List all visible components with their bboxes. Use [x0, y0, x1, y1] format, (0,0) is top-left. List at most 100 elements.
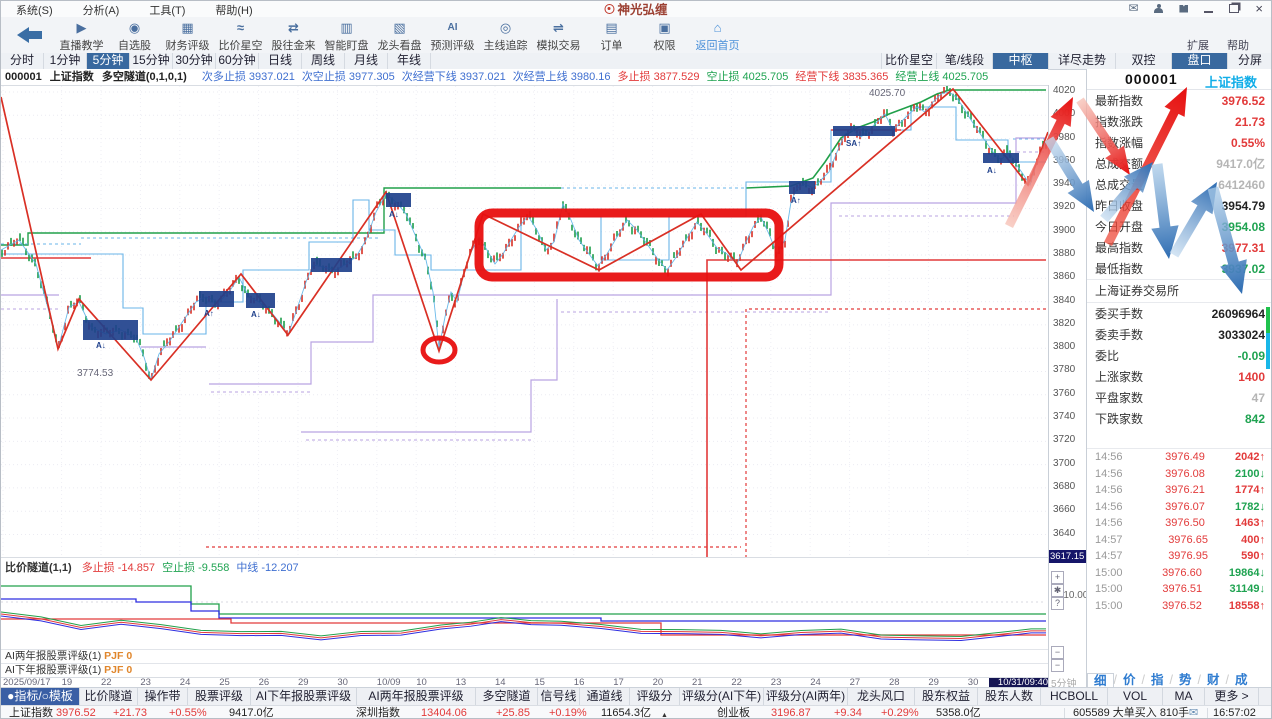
user-icon[interactable]: [1154, 3, 1164, 14]
period-tab-9[interactable]: 年线: [388, 53, 431, 69]
bottom-tab-14[interactable]: 股东人数: [978, 688, 1041, 706]
view-tab-2[interactable]: 中枢: [993, 53, 1049, 69]
menu-item-0[interactable]: 系统(S): [16, 5, 53, 17]
quote-row-2-label: 指数涨幅: [1095, 136, 1144, 150]
toolbar-item-8[interactable]: ◎ 主线追踪: [479, 19, 532, 53]
mini-tab-4[interactable]: 财: [1207, 673, 1220, 687]
tick-volume-2: 1774↑: [1235, 484, 1265, 497]
period-tab-1[interactable]: 1分钟: [44, 53, 87, 69]
bottom-tab-13[interactable]: 股东权益: [915, 688, 978, 706]
view-tab-3[interactable]: 详尽走势: [1049, 53, 1116, 69]
period-tab-0[interactable]: 分时: [1, 53, 44, 69]
mini-tab-separator-3: /: [1197, 673, 1201, 687]
toolbar-item-6[interactable]: ▧ 龙头看盘: [373, 19, 426, 53]
mini-tab-2[interactable]: 指: [1151, 673, 1164, 687]
quote-row-1-label: 指数涨跌: [1095, 115, 1144, 129]
quote-row-5: 昨日收盘 3954.79: [1087, 195, 1271, 216]
close-icon[interactable]: ×: [1255, 1, 1263, 16]
ai-row-1: AI下年报股票评级(1) PJF 0: [1, 663, 1048, 677]
toolbar-item-2[interactable]: ▦ 财务评级: [161, 19, 214, 53]
help-button[interactable]: 帮助: [1227, 40, 1249, 52]
bottom-tab-1[interactable]: 比价隧道: [80, 688, 138, 706]
bottom-tab-6[interactable]: 多空隧道: [476, 688, 538, 706]
mini-tab-0[interactable]: 细: [1087, 672, 1114, 688]
tick-volume-4: 1463↑: [1235, 517, 1265, 530]
toolbar-label-0: 直播教学: [59, 40, 104, 52]
toolbar-item-9[interactable]: ⇌ 模拟交易: [532, 19, 585, 53]
period-tab-3[interactable]: 15分钟: [130, 53, 173, 69]
quote-row-0-label: 最新指数: [1095, 94, 1144, 108]
quote-name[interactable]: 上证指数: [1205, 75, 1258, 90]
status-token-0: 上证指数: [9, 707, 53, 719]
period-tab-8[interactable]: 月线: [345, 53, 388, 69]
bottom-tab-4[interactable]: AI下年报股票评级: [251, 688, 357, 706]
bottom-tab-3[interactable]: 股票评级: [188, 688, 251, 706]
toolbar-item-12[interactable]: ⌂ 返回首页: [691, 19, 744, 53]
restore-icon[interactable]: [1229, 4, 1240, 13]
period-label: 5分钟: [1051, 679, 1077, 690]
bottom-tab-11[interactable]: 评级分(AI两年): [764, 688, 848, 706]
period-tab-5[interactable]: 60分钟: [216, 53, 259, 69]
toolbar-item-4[interactable]: ⇄ 股往金来: [267, 19, 320, 53]
bottom-tab-8[interactable]: 通道线: [580, 688, 630, 706]
minimize-icon[interactable]: [1204, 10, 1214, 13]
bottom-tab-5[interactable]: AI两年报股票评级: [357, 688, 476, 706]
view-tab-5[interactable]: 盘口: [1172, 53, 1228, 69]
toolbar-item-10[interactable]: ▤ 订单: [585, 19, 638, 53]
bottom-tab-17[interactable]: MA: [1163, 688, 1205, 706]
status-token-3: +0.55%: [169, 707, 207, 719]
menu-item-1[interactable]: 分析(A): [82, 5, 120, 17]
mini-tab-5[interactable]: 成: [1235, 673, 1248, 687]
status-token-5: 深圳指数: [356, 707, 400, 719]
toolbar-label-7: 预测评级: [430, 40, 475, 52]
bottom-tab-7[interactable]: 信号线: [538, 688, 580, 706]
bottom-tab-0[interactable]: ●指标/○模板: [1, 688, 80, 706]
zoom-in-button[interactable]: +: [1051, 571, 1064, 584]
price-tick-14: 3740: [1053, 411, 1076, 423]
view-tab-6[interactable]: 分屏: [1228, 53, 1271, 69]
bottom-tab-12[interactable]: 龙头风口: [848, 688, 915, 706]
bottom-tab-10[interactable]: 评级分(AI下年): [680, 688, 764, 706]
menu-item-3[interactable]: 帮助(H): [215, 5, 253, 17]
mini-tab-1[interactable]: 价: [1123, 673, 1136, 687]
quote-row-2: 指数涨幅 0.55%: [1087, 132, 1271, 153]
settings-button[interactable]: ✱: [1051, 584, 1064, 597]
theme-icon[interactable]: [1179, 4, 1189, 13]
back-button[interactable]: [17, 27, 45, 43]
toolbar-item-5[interactable]: ▥ 智能盯盘: [320, 19, 373, 53]
period-tab-7[interactable]: 周线: [302, 53, 345, 69]
view-tab-4[interactable]: 双控: [1116, 53, 1172, 69]
collapse-button[interactable]: −: [1051, 659, 1064, 672]
bottom-tab-9[interactable]: 评级分: [630, 688, 680, 706]
toolbar-item-11[interactable]: ▣ 权限: [638, 19, 691, 53]
date-label-16: 20: [652, 677, 664, 688]
mail-icon[interactable]: ✉: [1128, 1, 1139, 15]
period-tab-4[interactable]: 30分钟: [173, 53, 216, 69]
toolbar-item-3[interactable]: ≈ 比价星空: [214, 19, 267, 53]
bottom-tab-18[interactable]: 更多 >: [1205, 688, 1259, 706]
bottom-tab-16[interactable]: VOL: [1108, 688, 1163, 706]
menu-item-2[interactable]: 工具(T): [149, 5, 186, 17]
message-mail-icon[interactable]: ✉: [1189, 707, 1199, 719]
bottom-tab-2[interactable]: 操作带: [138, 688, 188, 706]
status-bar: ▲ ✉ 上证指数 3976.52 +21.73 +0.55% 9417.0亿 深圳指数 13…: [1, 705, 1271, 719]
period-tab-6[interactable]: 日线: [259, 53, 302, 69]
bottom-tab-15[interactable]: HCBOLL: [1041, 688, 1108, 706]
toolbar-item-1[interactable]: ◉ 自选股: [108, 19, 161, 53]
zoom-out-button[interactable]: −: [1051, 646, 1064, 659]
extend-button[interactable]: 扩展: [1187, 40, 1209, 52]
price-tick-8: 3860: [1053, 271, 1076, 283]
period-tab-2[interactable]: 5分钟: [87, 53, 130, 69]
price-tick-16: 3700: [1053, 457, 1076, 469]
toolbar-item-7[interactable]: AI 预测评级: [426, 19, 479, 53]
tick-time-8: 15:00: [1095, 583, 1123, 596]
toolbar-item-0[interactable]: ▶ 直播教学: [55, 19, 108, 53]
svg-text:A↓: A↓: [389, 210, 399, 219]
tick-list[interactable]: 14:56 3976.49 2042↑ 14:56 3976.08 2100↓ 14:56 3…: [1087, 448, 1271, 614]
svg-text:4025.70: 4025.70: [869, 88, 906, 99]
view-tab-0[interactable]: 比价星空: [881, 53, 937, 69]
mini-tab-3[interactable]: 势: [1179, 673, 1192, 687]
scroll-up-marker[interactable]: ▲: [661, 712, 668, 719]
help-mini-button[interactable]: ?: [1051, 597, 1064, 610]
view-tab-1[interactable]: 笔/线段: [937, 53, 993, 69]
